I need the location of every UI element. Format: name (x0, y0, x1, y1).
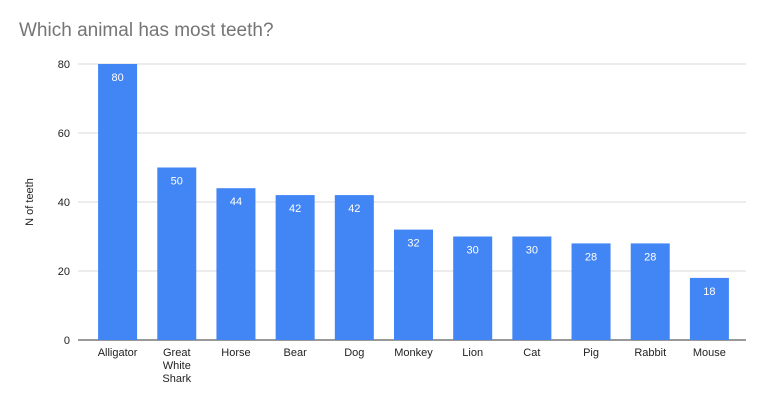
y-tick-label: 60 (58, 128, 70, 140)
data-label: 18 (703, 286, 715, 298)
data-label: 30 (526, 245, 538, 257)
x-tick-label: Bear (284, 347, 308, 359)
y-axis-label: N of teeth (24, 178, 36, 226)
x-tick-label: Cat (523, 347, 540, 359)
bar (630, 243, 670, 340)
data-label: 80 (111, 72, 123, 84)
x-tick-label: Rabbit (634, 347, 666, 359)
bar (512, 236, 552, 340)
data-label: 30 (467, 245, 479, 257)
data-label: 50 (171, 176, 183, 188)
bar (453, 236, 493, 340)
bar (157, 167, 197, 340)
x-tick-label: Great White Shark (162, 347, 191, 385)
x-tick-label: Alligator (98, 347, 138, 359)
y-tick-label: 40 (58, 197, 70, 209)
x-tick-label: Lion (462, 347, 483, 359)
x-tick-label: Monkey (394, 347, 433, 359)
bar (98, 64, 138, 340)
chart-title: Which animal has most teeth? (19, 20, 274, 41)
data-label: 42 (289, 203, 301, 215)
bar (689, 277, 729, 340)
bar (216, 188, 256, 340)
x-tick-label: Horse (221, 347, 250, 359)
bar (571, 243, 611, 340)
data-label: 32 (407, 238, 419, 250)
x-tick-label: Mouse (693, 347, 726, 359)
bar (275, 195, 315, 340)
data-label: 42 (348, 203, 360, 215)
data-label: 28 (644, 251, 656, 263)
bar (394, 229, 433, 340)
data-label: 44 (230, 196, 242, 208)
y-tick-label: 0 (64, 335, 70, 347)
x-tick-label: Dog (344, 347, 364, 359)
y-tick-label: 80 (58, 59, 70, 71)
bar (334, 195, 374, 340)
y-tick-label: 20 (58, 266, 70, 278)
data-label: 28 (585, 251, 597, 263)
x-tick-label: Pig (583, 347, 599, 359)
